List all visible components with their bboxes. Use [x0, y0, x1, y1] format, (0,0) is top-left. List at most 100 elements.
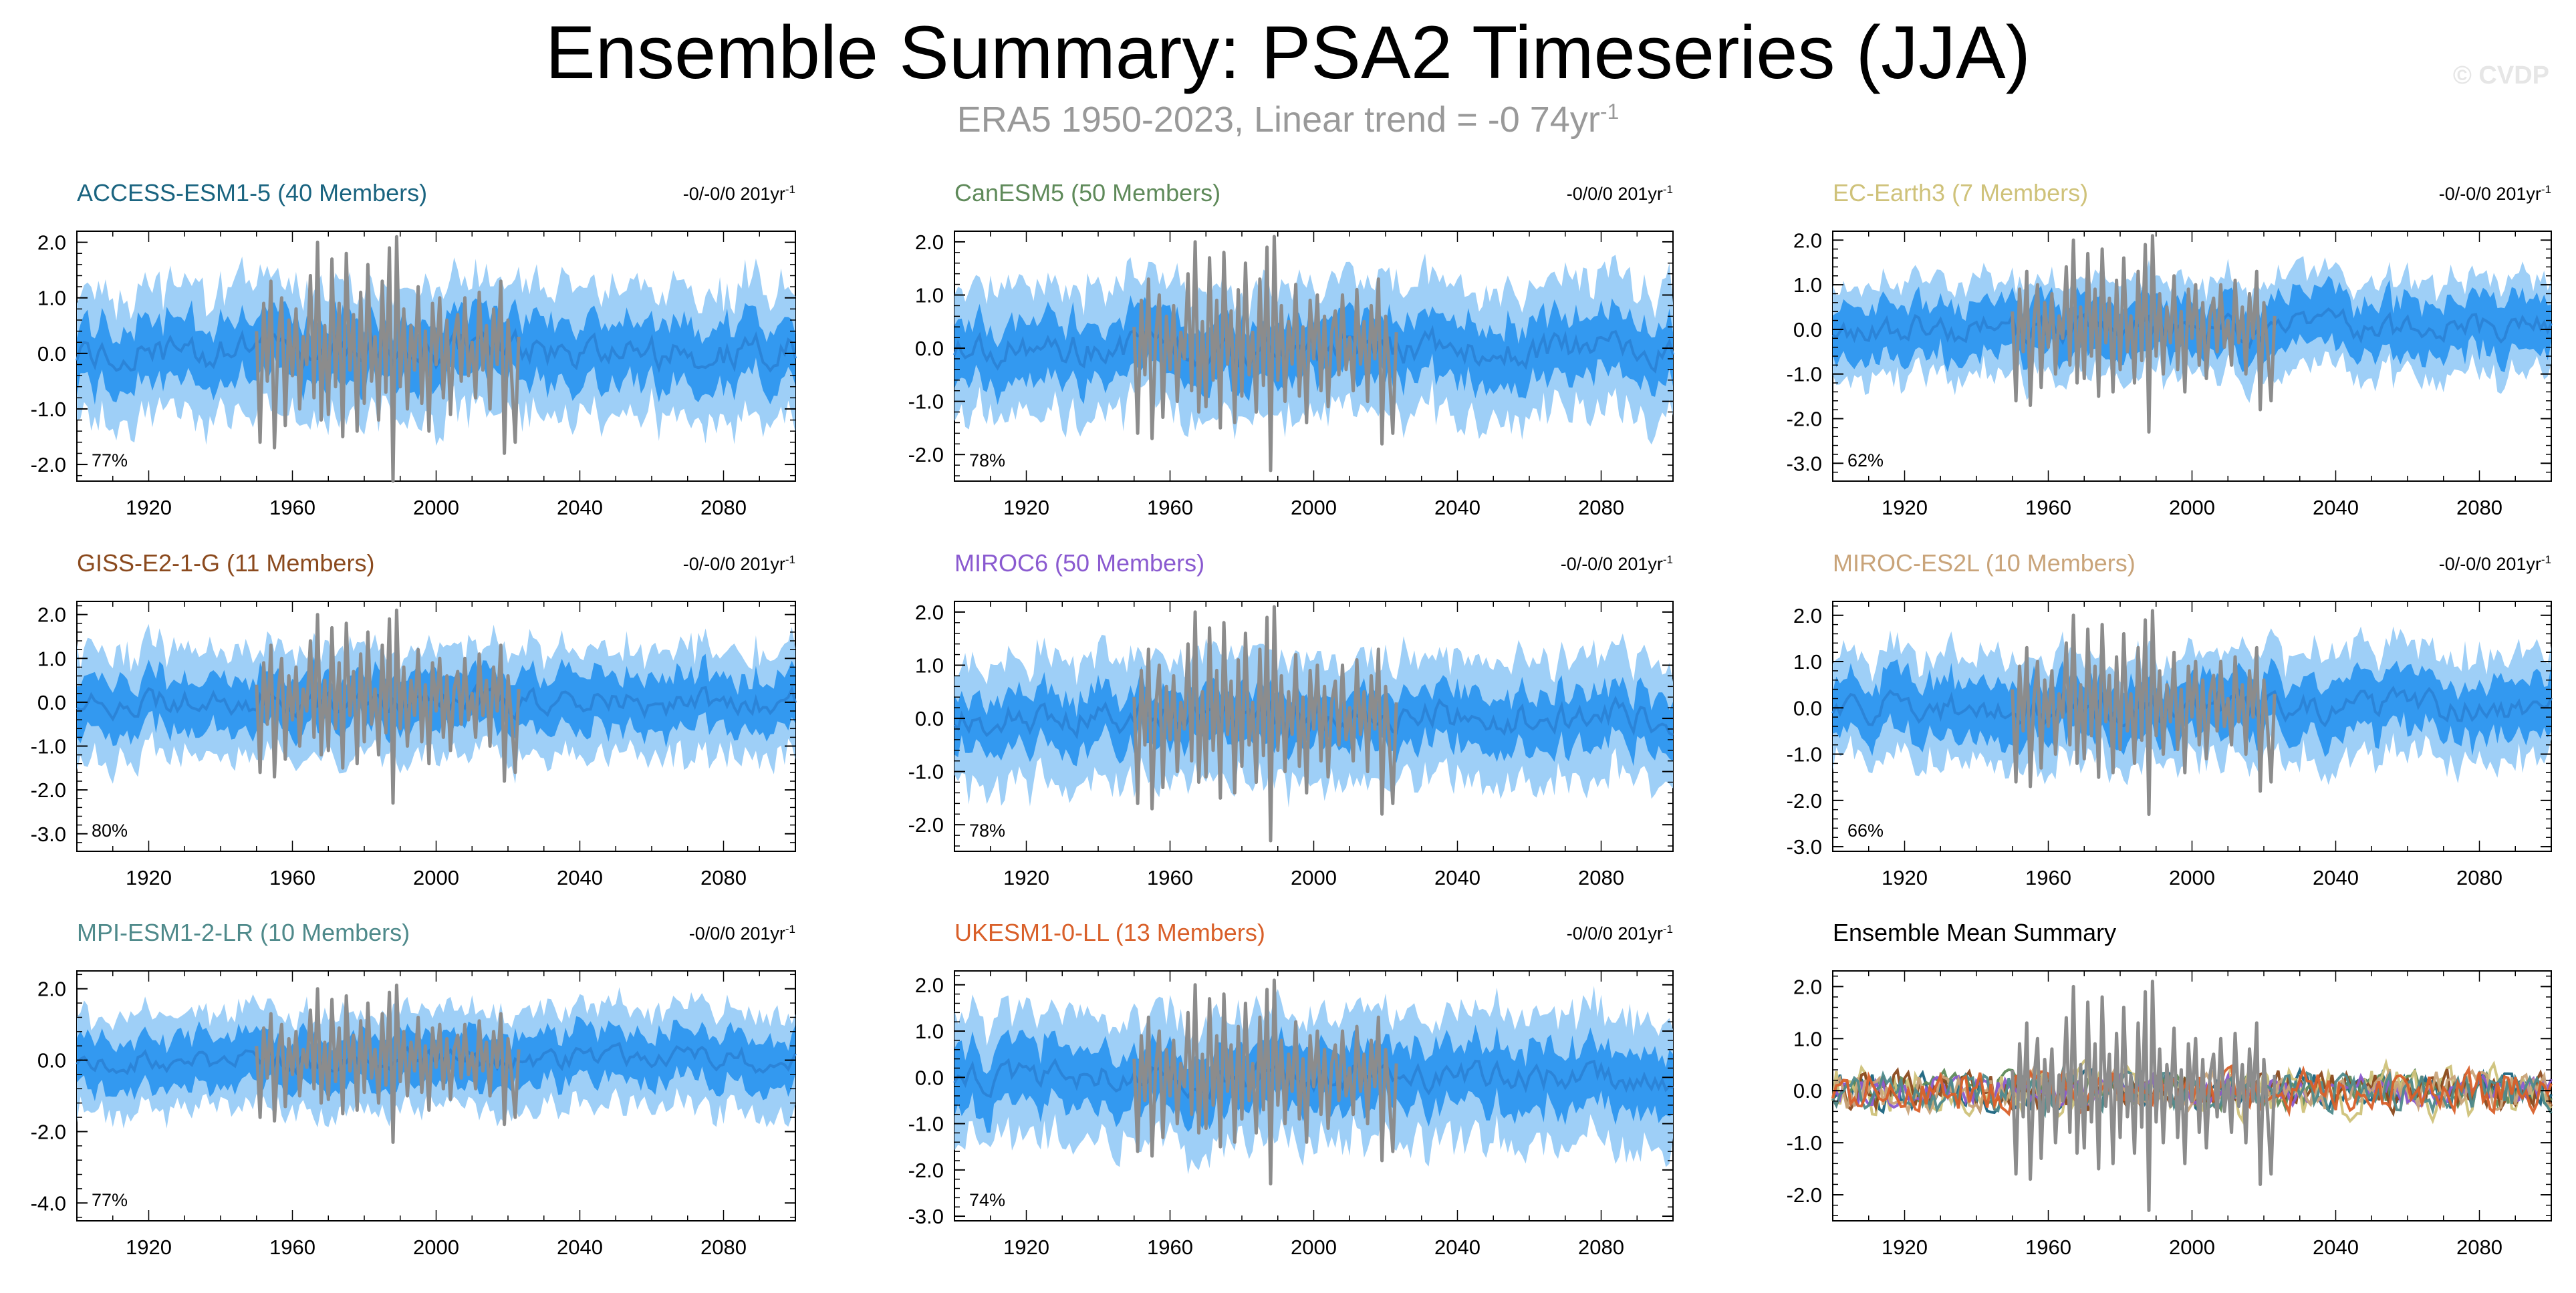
panel-trend-label: -0/0/0 201yr-1 — [689, 923, 795, 944]
panel-title: CanESM5 (50 Members) — [954, 179, 1221, 206]
y-tick-label: -3.0 — [908, 1205, 944, 1228]
trend-text: -0/-0/0 201yr — [2438, 554, 2541, 574]
x-tick-label: 2080 — [700, 866, 747, 889]
y-tick-label: -1.0 — [908, 1113, 944, 1136]
panel-mpi-esm1-2-lr: MPI-ESM1-2-LR (10 Members) -0/0/0 201yr-… — [31, 919, 797, 1280]
x-tick-label: 1920 — [1003, 1236, 1049, 1259]
page-title: Ensemble Summary: PSA2 Timeseries (JJA) — [545, 11, 2031, 94]
y-tick-label: 1.0 — [915, 1020, 944, 1043]
x-tick-label: 1960 — [269, 1236, 315, 1259]
x-tick-label: 1960 — [269, 866, 315, 889]
x-tick-label: 2000 — [413, 866, 459, 889]
y-tick-label: 2.0 — [37, 978, 66, 1001]
observations-line — [255, 983, 521, 1144]
x-tick-label: 1920 — [126, 866, 172, 889]
panel-plot: -2.0 -1.0 0.0 1.0 2.0 1920 1960 2000 2040 2080 — [1787, 970, 2553, 1259]
observations-line — [1132, 978, 1398, 1186]
y-tick-label: 0.0 — [915, 707, 944, 730]
x-tick-label: 2000 — [2169, 496, 2215, 519]
y-tick-label: 0.0 — [37, 691, 66, 714]
y-tick-label: 0.0 — [37, 1049, 66, 1072]
x-tick-label: 2000 — [413, 1236, 459, 1259]
x-tick-label: 2040 — [1434, 866, 1480, 889]
y-tick-label: 2.0 — [1793, 975, 1822, 998]
x-tick-label: 2000 — [1291, 496, 1337, 519]
x-tick-label: 2040 — [2313, 496, 2359, 519]
x-tick-label: 1960 — [2025, 496, 2071, 519]
panel-plot: -4.0 -2.0 0.0 2.0 1920 1960 2000 2040 2080 77% — [31, 970, 797, 1259]
y-tick-label: 2.0 — [1793, 604, 1822, 627]
x-tick-label: 2080 — [2456, 866, 2502, 889]
trend-exponent: -1 — [785, 923, 795, 936]
y-tick-label: 0.0 — [915, 1066, 944, 1089]
ensemble-mean-line — [76, 327, 797, 374]
subtitle-text: ERA5 1950-2023, Linear trend = -0 74yr — [956, 100, 1600, 140]
panel-title: MPI-ESM1-2-LR (10 Members) — [77, 919, 410, 946]
trend-exponent: -1 — [2541, 183, 2551, 196]
y-tick-label: 0.0 — [1793, 318, 1822, 341]
percent-label: 74% — [969, 1190, 1005, 1210]
x-tick-label: 1960 — [1147, 1236, 1193, 1259]
trend-text: -0/0/0 201yr — [688, 923, 785, 944]
panel-title: ACCESS-ESM1-5 (40 Members) — [77, 179, 428, 206]
y-tick-label: -2.0 — [1787, 1183, 1822, 1207]
trend-text: -0/-0/0 201yr — [2438, 184, 2541, 204]
series-line-ukesm1-0-ll — [1831, 1064, 2553, 1117]
trend-text: -0/0/0 201yr — [1566, 923, 1663, 944]
y-tick-label: -3.0 — [1787, 835, 1822, 859]
y-tick-label: 0.0 — [1793, 696, 1822, 720]
panel-canesm5: CanESM5 (50 Members) -0/0/0 201yr-1 -2.0… — [908, 179, 1674, 540]
trend-exponent: -1 — [1662, 183, 1673, 196]
panel-ec-earth3: EC-Earth3 (7 Members) -0/-0/0 201yr-1 -3… — [1787, 179, 2553, 540]
y-tick-label: 0.0 — [1793, 1079, 1822, 1103]
x-tick-label: 2000 — [1291, 866, 1337, 889]
percent-label: 62% — [1847, 450, 1884, 470]
x-tick-label: 2040 — [2313, 1236, 2359, 1259]
y-tick-label: -2.0 — [31, 453, 66, 476]
x-tick-label: 1920 — [1882, 1236, 1928, 1259]
panel-plot: -3.0 -2.0 -1.0 0.0 1.0 2.0 1920 1960 2000 2040 208… — [908, 970, 1674, 1259]
y-tick-label: -2.0 — [908, 1159, 944, 1182]
x-tick-label: 1960 — [2025, 866, 2071, 889]
x-tick-label: 1960 — [269, 496, 315, 519]
x-tick-label: 2040 — [557, 866, 603, 889]
panel-title: MIROC6 (50 Members) — [954, 549, 1205, 577]
trend-exponent: -1 — [1662, 553, 1673, 566]
ensemble-mean-line — [953, 1058, 1674, 1101]
x-tick-label: 2080 — [2456, 1236, 2502, 1259]
x-tick-label: 2000 — [2169, 866, 2215, 889]
y-tick-label: 2.0 — [915, 231, 944, 254]
x-tick-label: 2080 — [700, 1236, 747, 1259]
panel-title: EC-Earth3 (7 Members) — [1833, 179, 2089, 206]
y-tick-label: -2.0 — [1787, 408, 1822, 431]
panel-trend-label: -0/-0/0 201yr-1 — [683, 553, 795, 575]
y-tick-label: -1.0 — [31, 735, 66, 758]
percent-label: 66% — [1847, 821, 1884, 841]
y-tick-label: 1.0 — [915, 283, 944, 307]
x-tick-label: 2080 — [2456, 496, 2502, 519]
panel-plot: -2.0 -1.0 0.0 1.0 2.0 1920 1960 2000 2040 2080 77% — [31, 231, 797, 519]
y-tick-label: 1.0 — [37, 287, 66, 310]
y-tick-label: -2.0 — [908, 813, 944, 837]
observations-line — [2011, 234, 2277, 434]
x-tick-label: 1960 — [2025, 1236, 2071, 1259]
trend-text: -0/0/0 201yr — [1566, 184, 1663, 204]
trend-text: -0/-0/0 201yr — [1560, 554, 1663, 574]
observations-line — [255, 608, 521, 805]
panel-trend-label: -0/0/0 201yr-1 — [1567, 183, 1673, 204]
panel-plot: -3.0 -2.0 -1.0 0.0 1.0 2.0 1920 1960 2000 2040 208… — [31, 601, 797, 889]
x-tick-label: 2000 — [413, 496, 459, 519]
x-tick-label: 1920 — [1882, 866, 1928, 889]
percent-label: 80% — [92, 821, 128, 841]
trend-exponent: -1 — [785, 553, 795, 566]
x-tick-label: 2080 — [1578, 866, 1624, 889]
panel-miroc6: MIROC6 (50 Members) -0/-0/0 201yr-1 -2.0… — [908, 549, 1674, 910]
x-tick-label: 2040 — [557, 496, 603, 519]
y-tick-label: -1.0 — [1787, 743, 1822, 766]
panel-trend-label: -0/-0/0 201yr-1 — [1561, 553, 1673, 575]
page-subtitle: ERA5 1950-2023, Linear trend = -0 74yr-1 — [0, 99, 2576, 140]
y-tick-label: -1.0 — [908, 390, 944, 414]
y-tick-label: 2.0 — [915, 601, 944, 624]
x-tick-label: 2040 — [1434, 1236, 1480, 1259]
y-tick-label: 1.0 — [915, 654, 944, 677]
